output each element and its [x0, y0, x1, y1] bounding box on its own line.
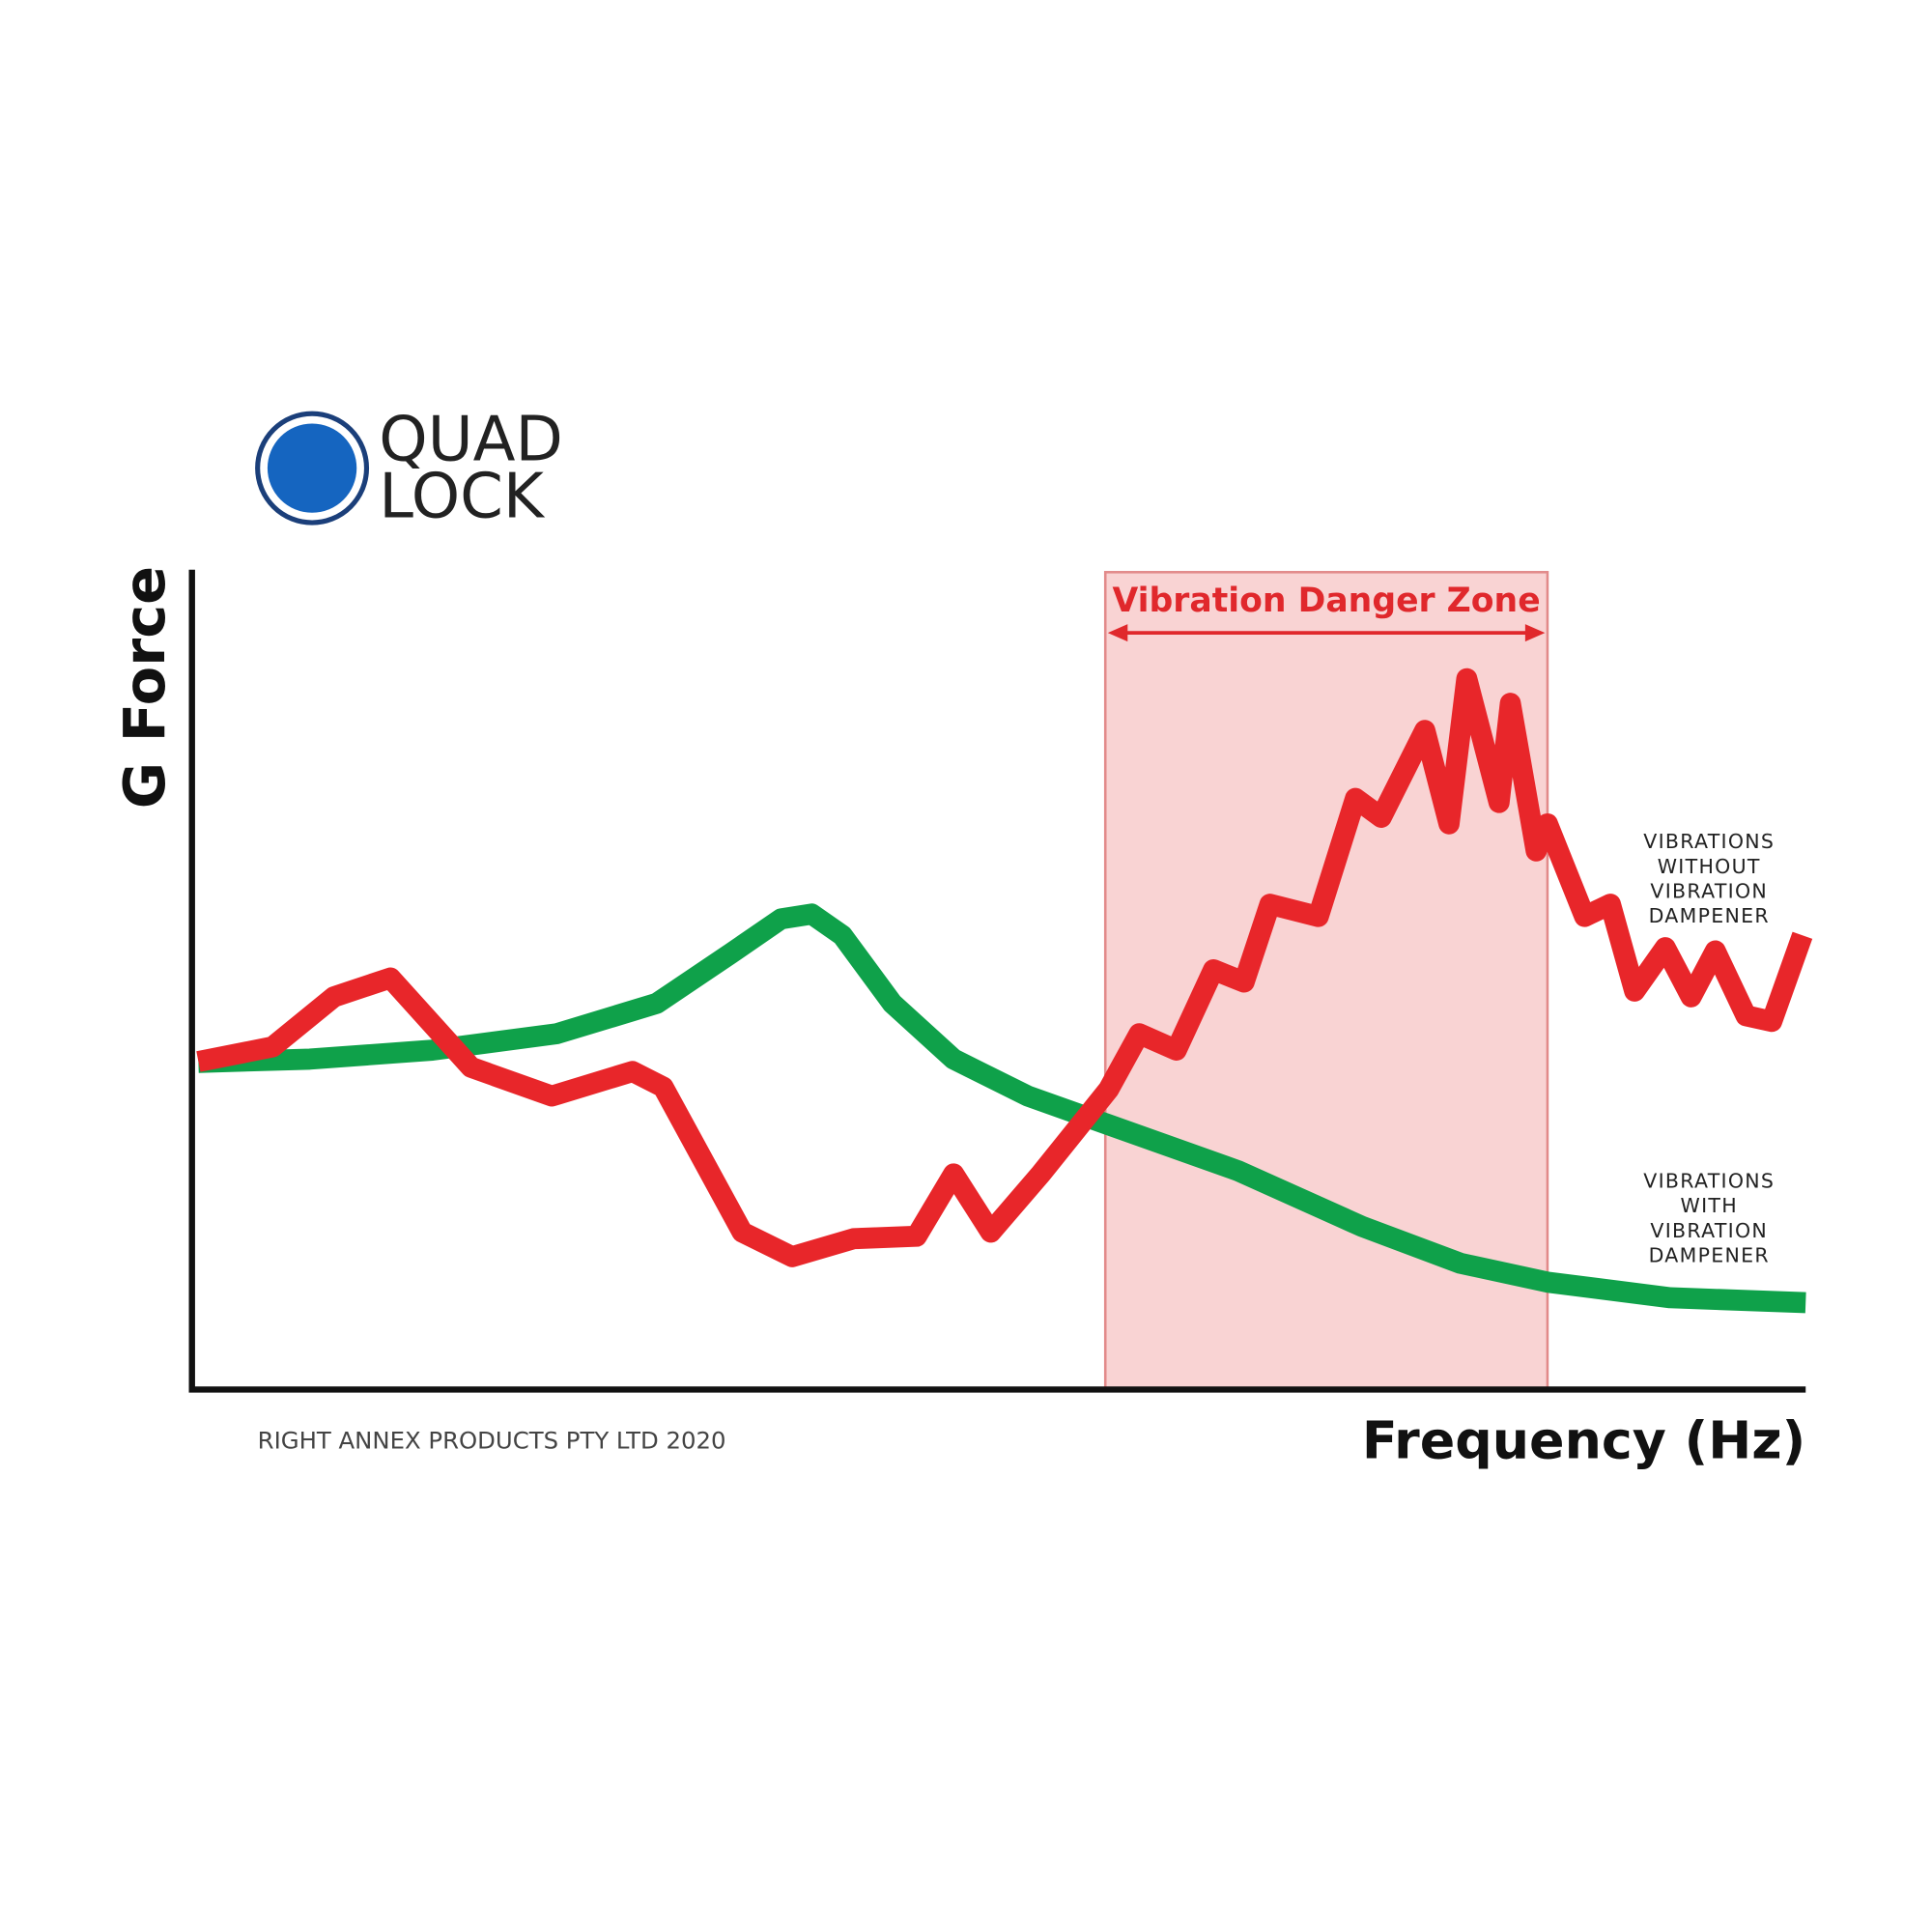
legend-entry: VIBRATIONS WITHOUT VIBRATION DAMPENER: [1643, 829, 1776, 928]
y-axis-label: G Force: [111, 566, 178, 809]
logo-disc: [267, 423, 357, 513]
x-axis-label: Frequency (Hz): [1362, 1410, 1805, 1471]
legend-label: VIBRATIONS WITHOUT VIBRATION DAMPENER: [1643, 829, 1776, 928]
legend-entry: VIBRATIONS WITH VIBRATION DAMPENER: [1643, 1169, 1776, 1267]
logo: QUAD LOCK: [255, 405, 563, 533]
legend-label: VIBRATIONS WITH VIBRATION DAMPENER: [1643, 1169, 1776, 1267]
logo-text: LOCK: [379, 462, 546, 533]
copyright: RIGHT ANNEX PRODUCTS PTY LTD 2020: [258, 1426, 726, 1454]
logo-text: QUAD: [379, 405, 563, 476]
series-line: [196, 668, 1813, 1267]
axes: [188, 569, 1806, 1393]
series-line: [198, 903, 1806, 1314]
danger-zone-label: Vibration Danger Zone: [1112, 582, 1540, 620]
